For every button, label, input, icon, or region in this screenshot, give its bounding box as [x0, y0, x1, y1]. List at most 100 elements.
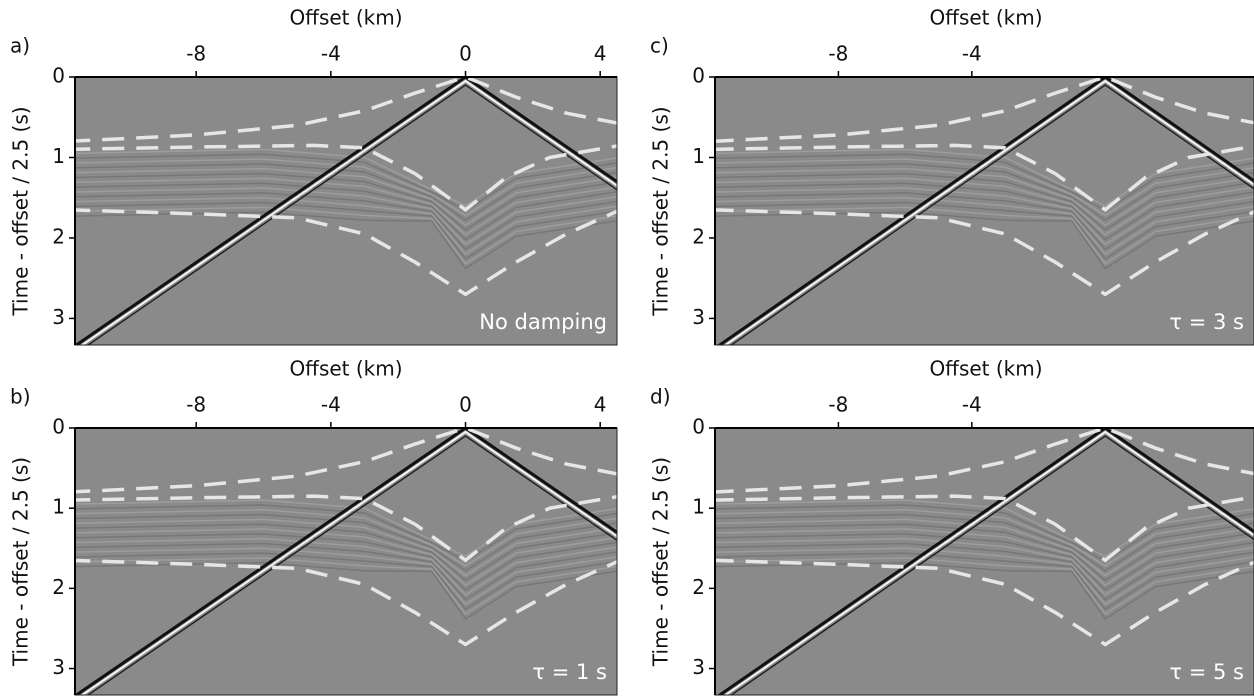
seismic-ripple [715, 211, 1254, 270]
direct-arrival [80, 430, 617, 695]
y-tick-label: 2 [692, 575, 705, 599]
panel: -8 -4 0 4 0 1 2 3 Offset (km) b) Time - offset / 2… [9, 357, 618, 696]
seismic-ripple [75, 153, 617, 212]
y-tick-label: 0 [692, 64, 705, 88]
y-tick-label: 2 [52, 224, 65, 248]
seismic-ripple [75, 182, 617, 241]
seismic-ripple [715, 537, 1254, 596]
seismic-ripple [715, 206, 1254, 265]
seismic-ripple [75, 201, 617, 260]
x-tick-label: -4 [962, 393, 982, 417]
direct-arrival [75, 77, 617, 345]
seismic-ripple [75, 167, 617, 226]
dashed-curve [75, 77, 617, 143]
y-tick-label: 2 [692, 224, 705, 248]
y-tick-label: 0 [52, 64, 65, 88]
panel-label: c) [650, 34, 669, 58]
panel: -8 -4 0 1 2 3 Offset (km) d) Time - offset / 2.5… [649, 357, 1254, 696]
seismic-ripple [715, 158, 1254, 217]
dashed-curve [715, 428, 1254, 494]
y-tick-label: 1 [52, 495, 65, 519]
y-tick-label: 0 [692, 415, 705, 439]
x-tick-label: -8 [186, 42, 206, 66]
seismic-ripple [75, 163, 617, 222]
y-tick-label: 0 [52, 415, 65, 439]
seismic-ripple [75, 542, 617, 601]
dashed-curve [75, 208, 617, 297]
x-tick-label: -8 [828, 42, 848, 66]
dashed-curve [75, 143, 617, 212]
seismic-ripple [715, 196, 1254, 256]
seismic-ripple [75, 523, 617, 582]
x-tick-label: 0 [459, 393, 472, 417]
dashed-curve [715, 143, 1254, 212]
direct-arrival [86, 84, 617, 345]
seismic-ripple [715, 533, 1254, 591]
dashed-curve [715, 494, 1254, 563]
seismic-ripple [715, 499, 1254, 558]
seismic-ripple [715, 153, 1254, 212]
seismic-ripple [715, 561, 1254, 620]
direct-arrival [717, 77, 1254, 345]
x-tick-label: -8 [186, 393, 206, 417]
y-axis-title: Time - offset / 2.5 (s) [9, 457, 33, 667]
y-tick-label: 2 [52, 575, 65, 599]
seismic-events [715, 428, 1254, 695]
annotation: τ = 1 s [532, 660, 607, 684]
annotation: τ = 3 s [1169, 310, 1244, 334]
seismic-ripple [75, 547, 617, 606]
direct-arrival [86, 435, 617, 695]
seismic-ripple [715, 542, 1254, 601]
seismic-ripple [75, 513, 617, 572]
y-axis-title: Time - offset / 2.5 (s) [9, 106, 33, 316]
x-axis-title: Offset (km) [289, 357, 402, 381]
seismic-ripple [75, 192, 617, 251]
panel: -8 -4 0 1 2 3 Offset (km) c) Time - offset / 2.5… [649, 6, 1254, 346]
y-tick-label: 1 [692, 495, 705, 519]
direct-arrival [717, 428, 1254, 695]
seismic-ripple [75, 187, 617, 246]
y-tick-label: 3 [52, 305, 65, 329]
seismic-ripple [75, 552, 617, 611]
direct-arrival [723, 79, 1254, 345]
seismic-ripple [715, 177, 1254, 236]
seismic-ripple [715, 557, 1254, 616]
seismic-ripple [75, 509, 617, 567]
x-axis-title: Offset (km) [289, 6, 402, 30]
seismic-events [75, 77, 617, 345]
panel-label: d) [650, 385, 671, 409]
seismic-ripple [715, 167, 1254, 227]
x-tick-label: -8 [828, 393, 848, 417]
direct-arrival [730, 435, 1254, 695]
x-tick-label: 0 [459, 42, 472, 66]
seismic-ripple [715, 523, 1254, 582]
panel-label: b) [10, 385, 31, 409]
y-axis-title: Time - offset / 2.5 (s) [649, 457, 673, 667]
seismic-ripple [715, 187, 1254, 246]
y-axis-title: Time - offset / 2.5 (s) [649, 106, 673, 316]
seismic-ripple [75, 528, 617, 587]
seismic-ripple [75, 557, 617, 616]
seismic-ripple [715, 513, 1254, 572]
y-tick-label: 3 [692, 305, 705, 329]
direct-arrival [75, 428, 617, 695]
annotation: No damping [479, 310, 607, 334]
dashed-curve [715, 77, 1254, 143]
seismic-ripple [715, 518, 1254, 577]
x-axis-title: Offset (km) [929, 6, 1042, 30]
seismic-ripple [75, 172, 617, 231]
seismic-ripple [715, 509, 1254, 567]
seismic-ripple [715, 172, 1254, 231]
panel-label: a) [10, 34, 30, 58]
direct-arrival [730, 84, 1254, 345]
annotation: τ = 5 s [1169, 660, 1244, 684]
x-tick-label: -4 [321, 393, 341, 417]
seismic-ripple [75, 561, 617, 620]
seismic-ripple [715, 148, 1254, 207]
x-tick-label: 4 [594, 42, 607, 66]
seismic-ripple [75, 537, 617, 596]
panel: -8 -4 0 4 0 1 2 3 Offset (km) a) Time - offset / 2… [9, 6, 618, 346]
x-axis-title: Offset (km) [929, 357, 1042, 381]
x-tick-label: -4 [962, 42, 982, 66]
seismic-ripple [715, 201, 1254, 260]
